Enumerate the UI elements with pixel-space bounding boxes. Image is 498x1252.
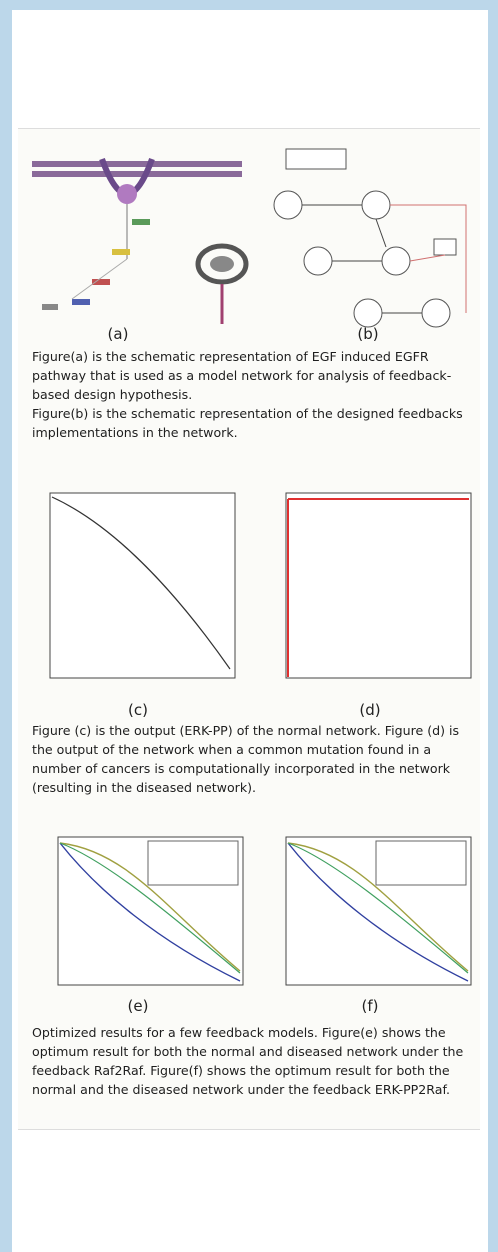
output-plot-normal [49, 492, 236, 679]
caption-text: Figure (c) is the output (ERK-PP) of the… [32, 723, 460, 795]
caption-text: Figure(a) is the schematic representatio… [32, 349, 452, 402]
panel-label: (e) [127, 997, 149, 1015]
optimized-plot-erkpp2raf [285, 836, 472, 986]
sheet: (a) (b) Figure(a) is the schematic repre… [12, 10, 488, 1252]
pathway-schematic [32, 157, 249, 324]
output-plot-diseased [285, 492, 472, 679]
caption: Figure (c) is the output (ERK-PP) of the… [32, 721, 472, 797]
poster-column: (a) (b) Figure(a) is the schematic repre… [18, 128, 480, 1130]
panel-label: (b) [357, 325, 379, 343]
caption: Optimized results for a few feedback mod… [32, 1023, 472, 1099]
panel-label: (a) [107, 325, 129, 343]
feedback-diagram [273, 148, 467, 328]
optimized-plot-raf2raf [57, 836, 244, 986]
caption-text: Optimized results for a few feedback mod… [32, 1025, 464, 1097]
panel-label: (f) [361, 997, 379, 1015]
panel-label: (d) [359, 701, 381, 719]
caption-text: Figure(b) is the schematic representatio… [32, 406, 463, 440]
panel-label: (c) [128, 701, 148, 719]
caption: Figure(a) is the schematic representatio… [32, 347, 472, 442]
